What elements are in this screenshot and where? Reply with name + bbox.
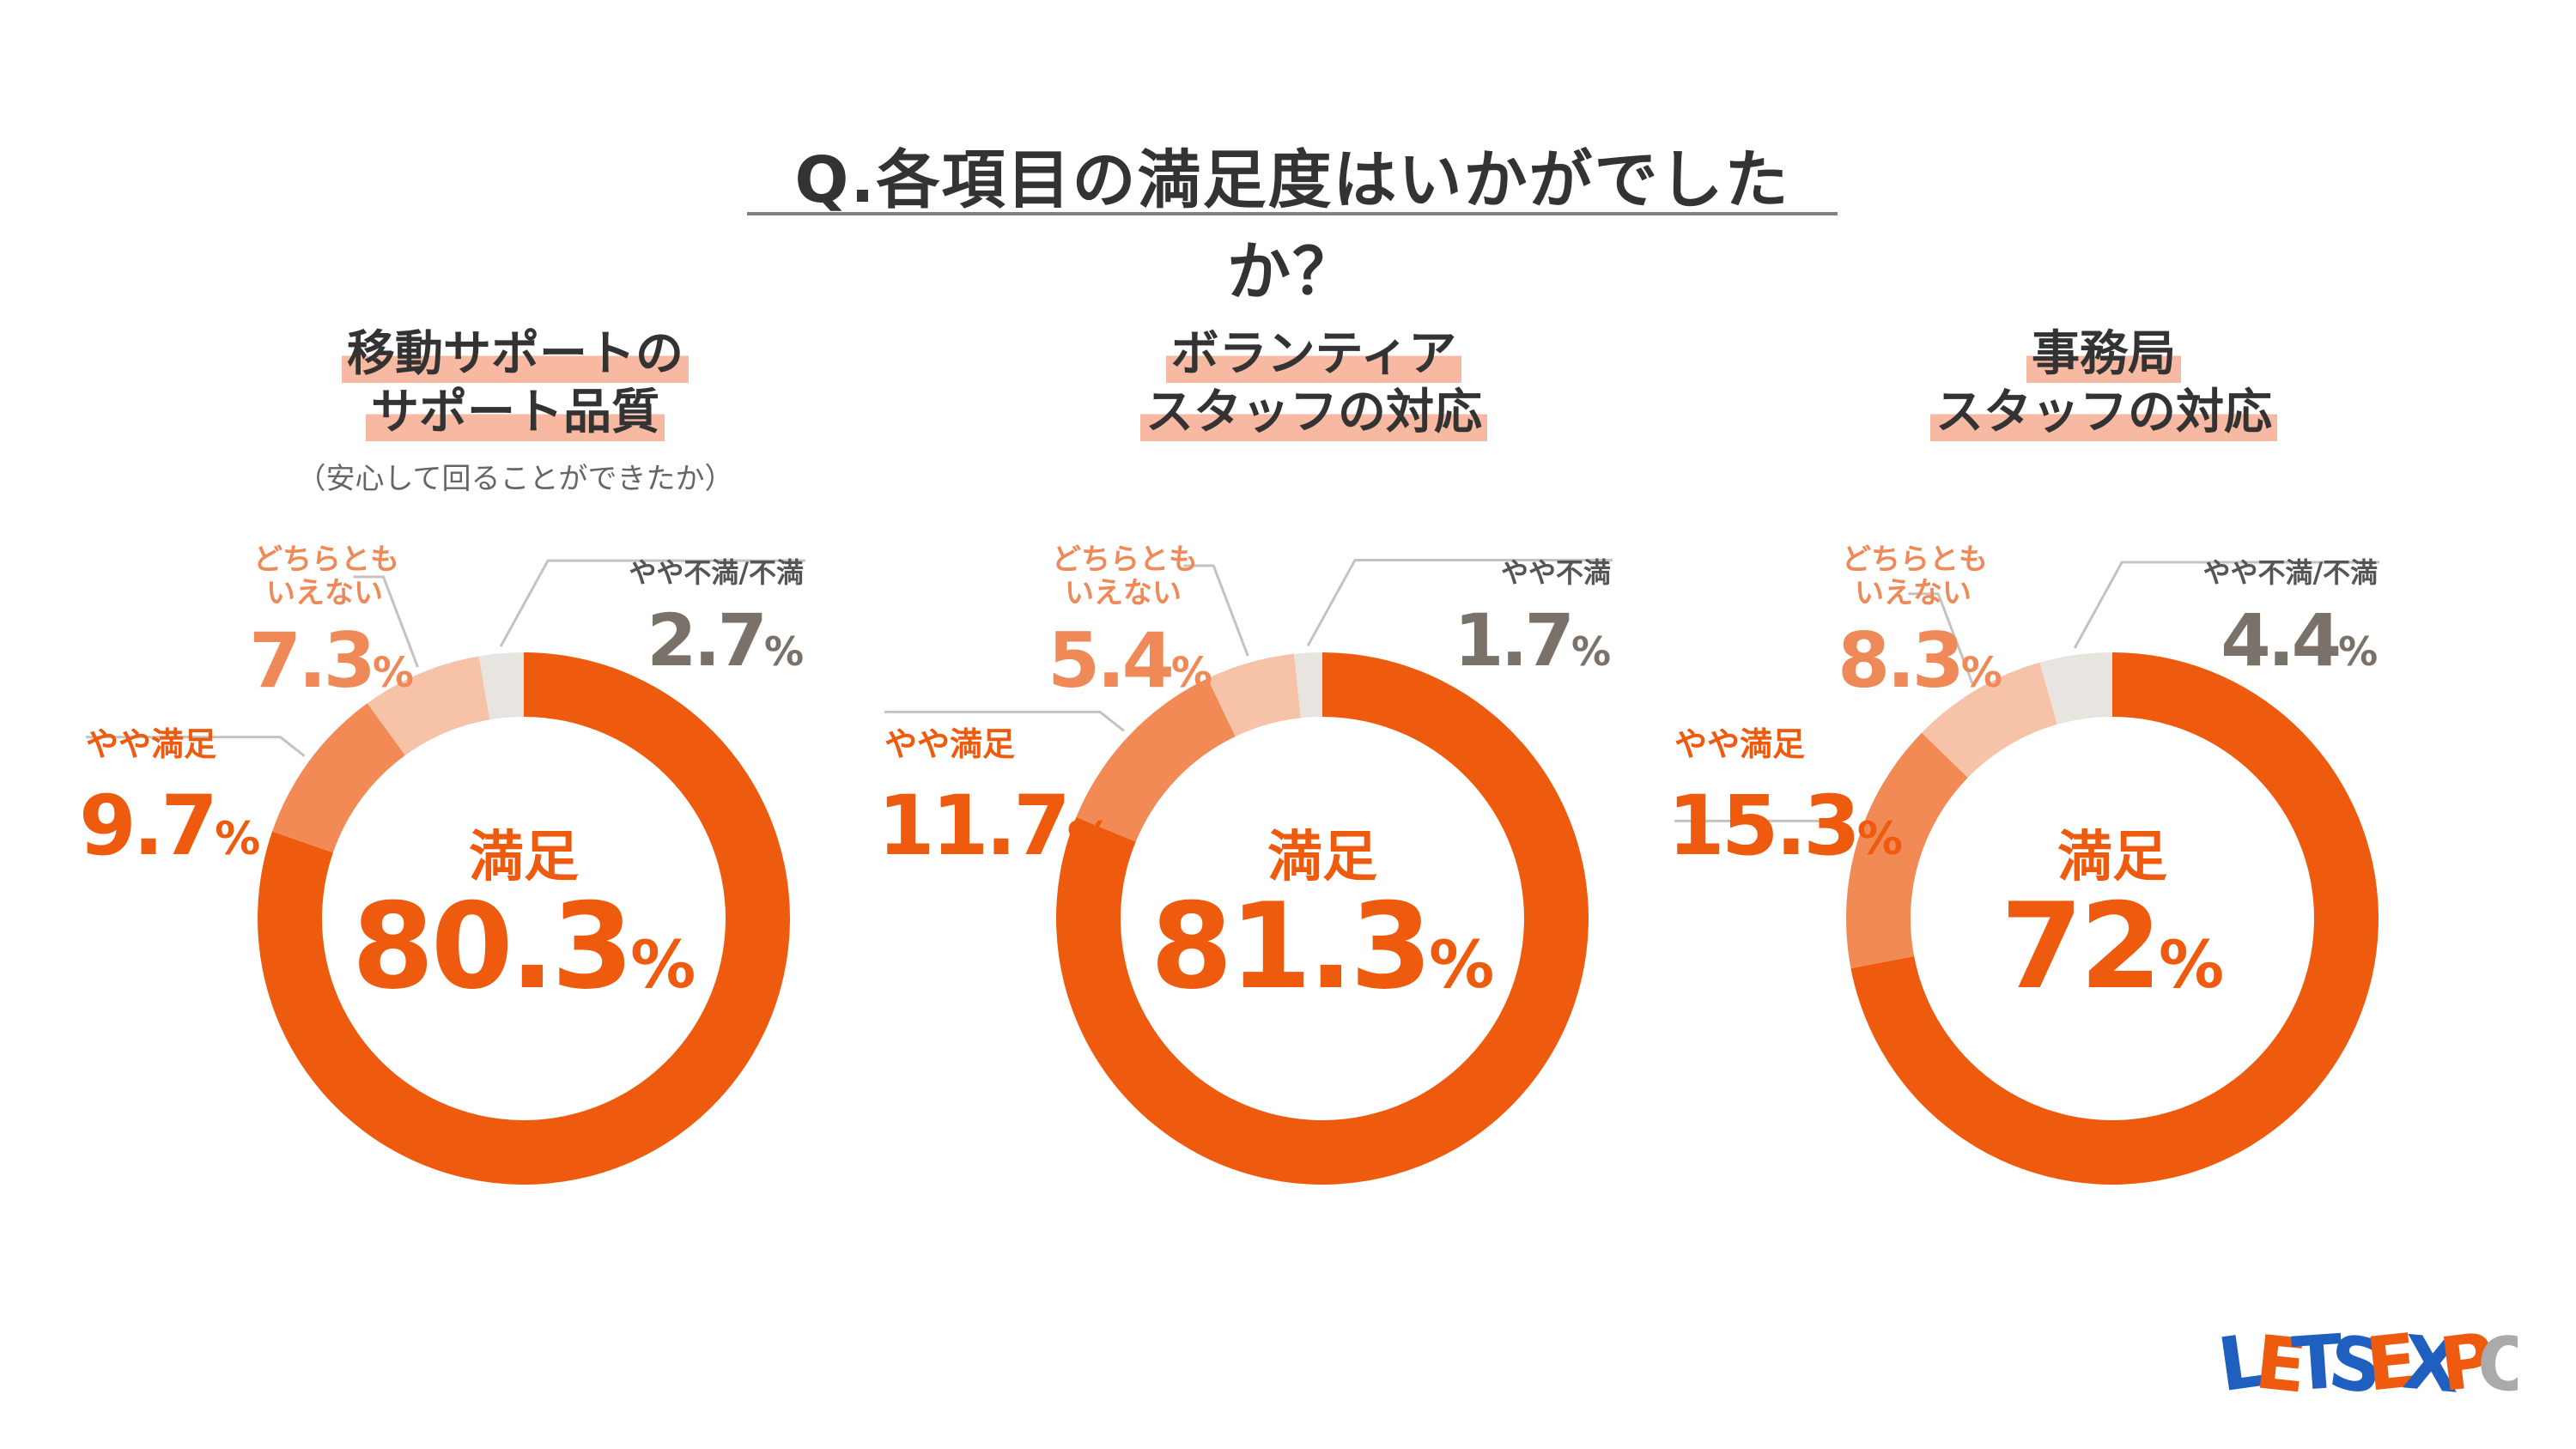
chart-title-line-2: スタッフの対応 <box>1930 385 2277 442</box>
value-dissatisfied: 2.7% <box>647 598 804 682</box>
chart-subtitle: （安心して回ることができたか） <box>296 462 734 496</box>
value-neutral: 7.3% <box>249 616 414 705</box>
label-neutral: いえない <box>1855 576 1971 610</box>
center-label: 満足 <box>1267 826 1377 889</box>
chart-panel-office-staff: 事務局 スタッフの対応 満足 72% やや満足 15.3% どちらとも いえない 8.3% や… <box>1668 0 2533 1288</box>
percent-value: 11.7 <box>878 778 1067 874</box>
segment-somewhat-satisfied <box>272 703 405 853</box>
segment-dissatisfied <box>1293 652 1322 718</box>
segment-somewhat-satisfied <box>1076 678 1236 842</box>
label-somewhat-satisfied: やや満足 <box>86 725 216 763</box>
chart-heading: スタッフの対応 <box>1674 385 2533 442</box>
logo-letter: X <box>2400 1319 2464 1408</box>
segment-neutral <box>367 656 490 755</box>
segment-neutral <box>1922 662 2057 778</box>
label-dissatisfied: やや不満 <box>1501 556 1611 589</box>
chart-heading: 事務局 <box>1674 326 2533 384</box>
percent-sign: % <box>215 813 260 865</box>
percent-value: 1.7 <box>1454 598 1571 682</box>
percent-sign: % <box>764 628 804 675</box>
center-label: 満足 <box>469 826 579 889</box>
value-neutral: 8.3% <box>1838 616 2002 705</box>
percent-value: 80.3 <box>352 877 631 1016</box>
percent-value: 5.4 <box>1048 616 1172 705</box>
segment-neutral <box>1207 653 1301 737</box>
logo-letter: E <box>2362 1318 2421 1408</box>
label-neutral: どちらとも <box>1052 543 1198 577</box>
leader-line <box>499 559 806 647</box>
label-neutral: いえない <box>266 576 383 610</box>
leader-line <box>1674 819 1852 841</box>
label-neutral: いえない <box>1065 576 1182 610</box>
leader-line <box>1306 558 1613 647</box>
percent-sign: % <box>1429 926 1494 1003</box>
chart-title-line-2: スタッフの対応 <box>1140 385 1487 442</box>
chart-title-line-2: サポート品質 <box>366 385 665 442</box>
segment-dissatisfied <box>478 652 524 720</box>
value-dissatisfied: 4.4% <box>2221 598 2378 682</box>
leader-line <box>884 710 1125 732</box>
percent-value: 72 <box>2001 877 2159 1016</box>
label-dissatisfied: やや不満/不満 <box>629 556 804 589</box>
chart-panel-volunteer-staff: ボランティア スタッフの対応 満足 81.3% やや満足 11.7% どちらとも いえない… <box>878 0 1743 1288</box>
percent-value: 81.3 <box>1151 877 1430 1016</box>
center-value: 81.3% <box>1151 877 1495 1016</box>
value-neutral: 5.4% <box>1048 616 1212 705</box>
center-value: 80.3% <box>352 877 696 1016</box>
percent-value: 8.3 <box>1838 616 1961 705</box>
percent-sign: % <box>1571 628 1611 675</box>
value-dissatisfied: 1.7% <box>1454 598 1611 682</box>
percent-sign: % <box>2159 926 2224 1003</box>
chart-title-line-1: 移動サポートの <box>342 326 689 384</box>
chart-heading: サポート品質 <box>86 385 945 442</box>
label-neutral: どちらとも <box>253 543 399 577</box>
logo-letter: T <box>2290 1319 2347 1408</box>
percent-sign: % <box>373 649 414 697</box>
leader-line <box>1908 592 1974 685</box>
percent-sign: % <box>2338 628 2378 675</box>
value-somewhat-satisfied: 15.3% <box>1668 778 1903 874</box>
percent-value: 7.3 <box>249 616 373 705</box>
percent-value: 15.3 <box>1668 778 1857 874</box>
segment-somewhat-satisfied <box>1846 732 1968 969</box>
chart-title-line-1: ボランティア <box>1165 326 1462 384</box>
percent-sign: % <box>1171 649 1212 697</box>
value-somewhat-satisfied: 11.7% <box>878 778 1113 874</box>
label-somewhat-satisfied: やや満足 <box>884 725 1015 763</box>
leader-line <box>86 736 306 757</box>
chart-title-line-1: 事務局 <box>2026 326 2181 384</box>
center-value: 72% <box>2001 877 2224 1016</box>
leader-line <box>353 575 419 668</box>
leader-line <box>2073 561 2380 649</box>
value-somewhat-satisfied: 9.7% <box>79 778 260 874</box>
chart-heading: 移動サポートの <box>86 326 945 384</box>
label-somewhat-satisfied: やや満足 <box>1674 725 1805 763</box>
percent-sign: % <box>630 926 696 1003</box>
segment-dissatisfied <box>2039 652 2112 724</box>
chart-panel-mobility-support: 移動サポートの サポート品質 （安心して回ることができたか） 満足 80.3% やや… <box>79 0 945 1288</box>
chart-heading: スタッフの対応 <box>884 385 1743 442</box>
label-neutral: どちらとも <box>1842 543 1988 577</box>
percent-value: 2.7 <box>647 598 764 682</box>
logo-letter: O <box>2474 1320 2518 1408</box>
center-label: 満足 <box>2057 826 2167 889</box>
percent-sign: % <box>1857 813 1903 865</box>
chart-heading: ボランティア <box>884 326 1743 384</box>
percent-sign: % <box>1961 649 2002 697</box>
title-underline <box>747 212 1838 215</box>
percent-sign: % <box>1067 813 1113 865</box>
logo-letter: P <box>2435 1317 2500 1408</box>
logo-letter: S <box>2324 1319 2388 1408</box>
logo-letter: E <box>2251 1319 2311 1408</box>
percent-value: 4.4 <box>2221 598 2338 682</box>
leader-line <box>1183 564 1249 657</box>
label-dissatisfied: やや不満/不満 <box>2202 556 2378 589</box>
percent-value: 9.7 <box>79 778 215 874</box>
page-title: Q.各項目の満足度はいかがでしたか？ <box>794 143 1790 309</box>
